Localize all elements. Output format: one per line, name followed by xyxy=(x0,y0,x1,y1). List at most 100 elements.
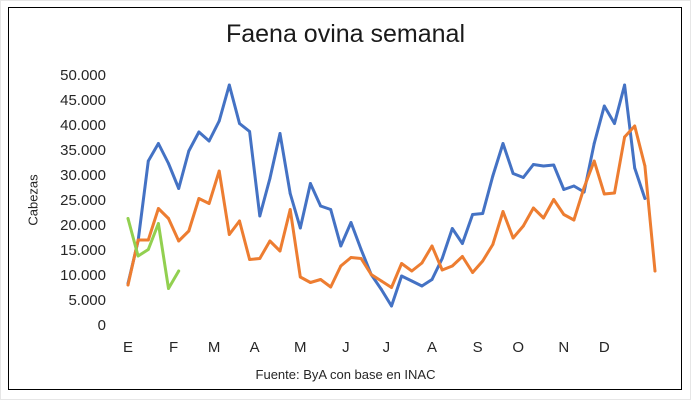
data-point xyxy=(623,135,626,139)
data-point xyxy=(278,132,282,135)
data-point xyxy=(562,188,566,191)
data-point xyxy=(288,192,292,195)
data-point xyxy=(146,238,150,242)
y-tick-label: 0 xyxy=(97,317,106,334)
data-point xyxy=(207,139,211,143)
data-point xyxy=(491,243,495,246)
data-point xyxy=(440,268,444,272)
data-point xyxy=(369,273,373,276)
data-point xyxy=(450,227,454,230)
data-point xyxy=(268,239,272,243)
data-point xyxy=(187,149,191,153)
x-tick-label: F xyxy=(169,339,179,356)
chart-area[interactable] xyxy=(8,7,682,390)
x-tick-label: O xyxy=(512,339,524,356)
data-point xyxy=(461,255,464,258)
data-point xyxy=(613,122,616,125)
series-1 xyxy=(126,83,647,308)
data-point xyxy=(380,279,383,283)
data-point xyxy=(420,261,424,265)
data-point xyxy=(177,187,181,190)
y-tick-label: 45.000 xyxy=(60,92,106,109)
data-point xyxy=(613,191,616,195)
data-point xyxy=(298,226,302,230)
x-tick-label: J xyxy=(382,339,391,356)
data-point xyxy=(207,202,211,205)
data-point xyxy=(491,174,495,178)
data-point xyxy=(552,198,556,201)
data-point xyxy=(430,244,434,248)
data-point xyxy=(248,258,252,261)
data-point xyxy=(157,207,160,210)
series-2 xyxy=(126,124,657,289)
data-point xyxy=(146,159,150,163)
data-point xyxy=(268,177,272,180)
data-point xyxy=(146,248,150,251)
y-tick-label: 15.000 xyxy=(60,242,106,259)
data-point xyxy=(187,229,191,233)
data-point xyxy=(197,197,201,200)
data-point xyxy=(511,236,515,240)
chart-title: Faena ovina semanal xyxy=(225,20,466,48)
y-tick-label: 50.000 xyxy=(60,67,106,84)
data-point xyxy=(197,130,201,134)
x-tick-label: S xyxy=(472,339,483,356)
data-point xyxy=(511,172,515,175)
data-point xyxy=(602,104,606,108)
series-line-2 xyxy=(126,124,657,289)
x-tick-label: E xyxy=(122,339,133,356)
data-point xyxy=(380,288,383,291)
data-point xyxy=(238,122,241,125)
data-point xyxy=(329,208,333,211)
data-point xyxy=(298,275,302,279)
data-point xyxy=(521,176,525,179)
data-point xyxy=(542,216,545,220)
series-line-3 xyxy=(126,217,181,290)
data-point xyxy=(481,212,485,215)
data-point xyxy=(359,257,363,260)
data-point xyxy=(288,208,292,211)
x-tick-label: D xyxy=(598,339,610,356)
data-point xyxy=(238,219,241,223)
data-point xyxy=(602,192,606,196)
y-tick-label: 10.000 xyxy=(60,267,106,284)
data-point xyxy=(471,271,474,274)
data-point xyxy=(562,213,566,216)
data-point xyxy=(167,162,170,165)
series-3 xyxy=(126,217,181,290)
data-point xyxy=(542,164,545,168)
data-point xyxy=(420,284,424,288)
data-point xyxy=(643,197,647,200)
data-point xyxy=(309,182,312,185)
data-point xyxy=(157,222,160,225)
data-point xyxy=(136,254,140,258)
data-point xyxy=(400,262,403,265)
sheet-gridline xyxy=(0,0,1,400)
data-point xyxy=(339,244,343,248)
data-point xyxy=(400,274,403,278)
data-point xyxy=(177,239,181,243)
sheet-gridline xyxy=(0,0,691,1)
data-point xyxy=(501,210,505,213)
y-tick-label: 30.000 xyxy=(60,167,106,184)
data-point xyxy=(450,264,454,268)
data-point xyxy=(309,281,312,284)
data-point xyxy=(319,204,322,208)
data-point xyxy=(126,283,130,287)
y-tick-label: 40.000 xyxy=(60,117,106,134)
series-line-1 xyxy=(126,83,647,308)
data-point xyxy=(349,221,353,224)
data-point xyxy=(390,286,393,289)
data-point xyxy=(410,279,414,283)
data-point xyxy=(532,163,535,166)
data-point xyxy=(461,242,464,245)
data-point xyxy=(136,238,140,242)
data-point xyxy=(643,164,647,168)
data-point xyxy=(390,304,393,308)
data-point xyxy=(623,83,626,87)
data-point xyxy=(633,166,637,170)
data-point xyxy=(410,269,414,273)
x-tick-label: M xyxy=(294,339,307,356)
y-tick-label: 35.000 xyxy=(60,142,106,159)
data-point xyxy=(177,269,181,273)
